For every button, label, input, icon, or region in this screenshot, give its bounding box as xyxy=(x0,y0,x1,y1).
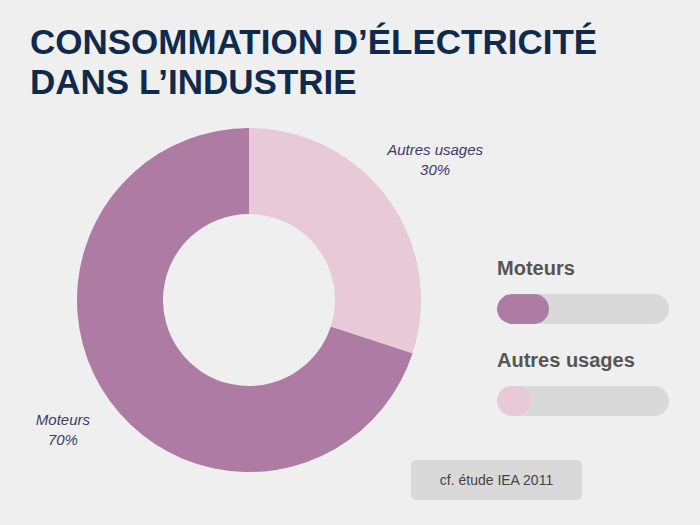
html-text:Moteurs: Moteurs xyxy=(497,257,575,279)
html-text:CONSOMMATION D’ÉLECTRICITÉ DAN: CONSOMMATION D’ÉLECTRICITÉ DANS L’INDUST… xyxy=(30,22,598,101)
html-text:Autres usages: Autres usages xyxy=(497,349,635,371)
svg-text:Autres usages30%: Autres usages30% xyxy=(386,141,483,178)
html-text:cf. étude IEA 2011: cf. étude IEA 2011 xyxy=(439,472,554,488)
svg-text:Moteurs70%: Moteurs70% xyxy=(36,411,91,448)
